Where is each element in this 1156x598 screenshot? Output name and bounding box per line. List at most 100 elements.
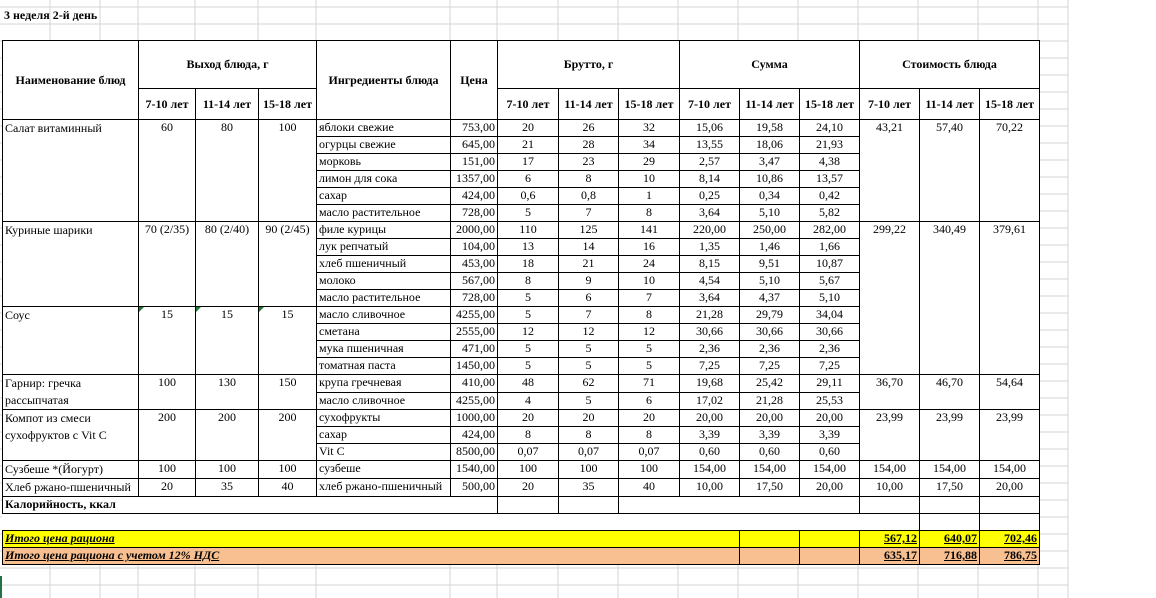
calories-cell[interactable] [979, 496, 1040, 514]
ingredient-brutto[interactable]: 5 [558, 391, 619, 410]
ingredient-brutto[interactable]: 0,8 [558, 187, 619, 205]
header-cost[interactable]: Стоимость блюда [859, 40, 1040, 89]
dish-name[interactable]: Соус [2, 306, 139, 375]
ingredient-price[interactable]: 410,00 [450, 374, 498, 393]
header-age[interactable]: 7-10 лет [859, 88, 920, 120]
ingredient-sum[interactable]: 29,79 [739, 306, 800, 324]
ingredient-sum[interactable]: 0,25 [679, 187, 740, 205]
calories-label[interactable]: Калорийность, ккал [2, 496, 498, 514]
ingredient-brutto[interactable]: 16 [618, 238, 680, 256]
dish-yield[interactable]: 80 [195, 119, 259, 222]
empty-cell[interactable] [979, 513, 1040, 531]
ingredient-price[interactable]: 1357,00 [450, 170, 498, 188]
ingredient-name[interactable]: огурцы свежие [316, 136, 451, 154]
ingredient-brutto[interactable]: 20 [497, 409, 559, 427]
ingredient-brutto[interactable]: 9 [558, 272, 619, 290]
ingredient-sum[interactable]: 17,02 [679, 391, 740, 410]
ingredient-sum[interactable]: 10,00 [679, 478, 740, 497]
ingredient-brutto[interactable]: 125 [558, 221, 619, 239]
ingredient-sum[interactable]: 1,66 [799, 238, 860, 256]
ingredient-brutto[interactable]: 100 [497, 460, 559, 479]
ingredient-brutto[interactable]: 5 [497, 204, 559, 222]
ingredient-sum[interactable]: 8,14 [679, 170, 740, 188]
ingredient-sum[interactable]: 3,64 [679, 204, 740, 222]
ingredient-sum[interactable]: 154,00 [799, 460, 860, 479]
dish-yield[interactable]: 90 (2/45) [258, 221, 317, 307]
total-value[interactable]: 640,07 [919, 530, 980, 548]
ingredient-sum[interactable]: 19,68 [679, 374, 740, 393]
dish-cost[interactable]: 154,00 [859, 460, 920, 479]
dish-yield[interactable]: 80 (2/40) [195, 221, 259, 307]
ingredient-name[interactable]: томатная паста [316, 357, 451, 375]
header-sum[interactable]: Сумма [679, 40, 860, 89]
ingredient-sum[interactable]: 4,38 [799, 153, 860, 171]
ingredient-brutto[interactable]: 20 [497, 119, 559, 137]
ingredient-sum[interactable]: 282,00 [799, 221, 860, 239]
ingredient-brutto[interactable]: 6 [497, 170, 559, 188]
dish-cost[interactable]: 57,40 [919, 119, 980, 222]
dish-name[interactable]: Компот из смеси сухофруктов с Vit C [2, 409, 139, 461]
calories-cell[interactable] [558, 496, 619, 514]
ingredient-name[interactable]: Vit C [316, 443, 451, 461]
ingredient-brutto[interactable]: 5 [497, 340, 559, 358]
ingredient-sum[interactable]: 34,04 [799, 306, 860, 324]
ingredient-name[interactable]: масло растительное [316, 204, 451, 222]
ingredient-price[interactable]: 567,00 [450, 272, 498, 290]
ingredient-sum[interactable]: 13,57 [799, 170, 860, 188]
ingredient-brutto[interactable]: 8 [618, 204, 680, 222]
dish-cost[interactable]: 17,50 [919, 478, 980, 497]
ingredient-sum[interactable]: 20,00 [799, 409, 860, 427]
ingredient-price[interactable]: 500,00 [450, 478, 498, 497]
ingredient-brutto[interactable]: 5 [558, 340, 619, 358]
ingredient-name[interactable]: филе курицы [316, 221, 451, 239]
dish-yield[interactable]: 100 [258, 119, 317, 222]
total-vat-empty[interactable] [799, 547, 860, 565]
ingredient-brutto[interactable]: 12 [618, 323, 680, 341]
ingredient-sum[interactable]: 2,36 [739, 340, 800, 358]
ingredient-price[interactable]: 1000,00 [450, 409, 498, 427]
total-value[interactable]: 567,12 [859, 530, 920, 548]
total-empty[interactable] [799, 530, 860, 548]
ingredient-sum[interactable]: 3,39 [799, 426, 860, 444]
header-dish-name[interactable]: Наименование блюд [2, 40, 139, 120]
ingredient-brutto[interactable]: 10 [618, 272, 680, 290]
ingredient-brutto[interactable]: 28 [558, 136, 619, 154]
ingredient-brutto[interactable]: 7 [618, 289, 680, 307]
ingredient-brutto[interactable]: 5 [497, 306, 559, 324]
ingredient-sum[interactable]: 0,60 [679, 443, 740, 461]
calories-cell[interactable] [859, 496, 920, 514]
ingredient-brutto[interactable]: 35 [558, 478, 619, 497]
ingredient-sum[interactable]: 21,28 [739, 391, 800, 410]
ingredient-price[interactable]: 1540,00 [450, 460, 498, 479]
ingredient-brutto[interactable]: 5 [497, 289, 559, 307]
header-age[interactable]: 7-10 лет [497, 88, 559, 120]
ingredient-brutto[interactable]: 34 [618, 136, 680, 154]
header-age[interactable]: 15-18 лет [799, 88, 860, 120]
dish-yield[interactable]: 100 [138, 460, 196, 479]
calories-cell[interactable] [919, 496, 980, 514]
ingredient-price[interactable]: 753,00 [450, 119, 498, 137]
ingredient-sum[interactable]: 220,00 [679, 221, 740, 239]
ingredient-name[interactable]: хлеб ржано-пшеничный [316, 478, 451, 497]
header-yield[interactable]: Выход блюда, г [138, 40, 317, 89]
ingredient-sum[interactable]: 5,10 [799, 289, 860, 307]
ingredient-brutto[interactable]: 1 [618, 187, 680, 205]
ingredient-brutto[interactable]: 5 [497, 357, 559, 375]
empty-cell[interactable] [919, 513, 980, 531]
ingredient-brutto[interactable]: 48 [497, 374, 559, 393]
ingredient-price[interactable]: 2555,00 [450, 323, 498, 341]
ingredient-brutto[interactable]: 21 [558, 255, 619, 273]
ingredient-brutto[interactable]: 24 [618, 255, 680, 273]
dish-cost[interactable]: 36,70 [859, 374, 920, 410]
ingredient-name[interactable]: крупа гречневая [316, 374, 451, 393]
ingredient-brutto[interactable]: 12 [497, 323, 559, 341]
ingredient-name[interactable]: лук репчатый [316, 238, 451, 256]
ingredient-brutto[interactable]: 7 [558, 204, 619, 222]
dish-cost[interactable]: 154,00 [919, 460, 980, 479]
ingredient-name[interactable]: сахар [316, 426, 451, 444]
ingredient-sum[interactable]: 1,35 [679, 238, 740, 256]
dish-yield[interactable]: 200 [258, 409, 317, 461]
ingredient-sum[interactable]: 18,06 [739, 136, 800, 154]
ingredient-sum[interactable]: 25,53 [799, 391, 860, 410]
dish-yield[interactable]: 60 [138, 119, 196, 222]
